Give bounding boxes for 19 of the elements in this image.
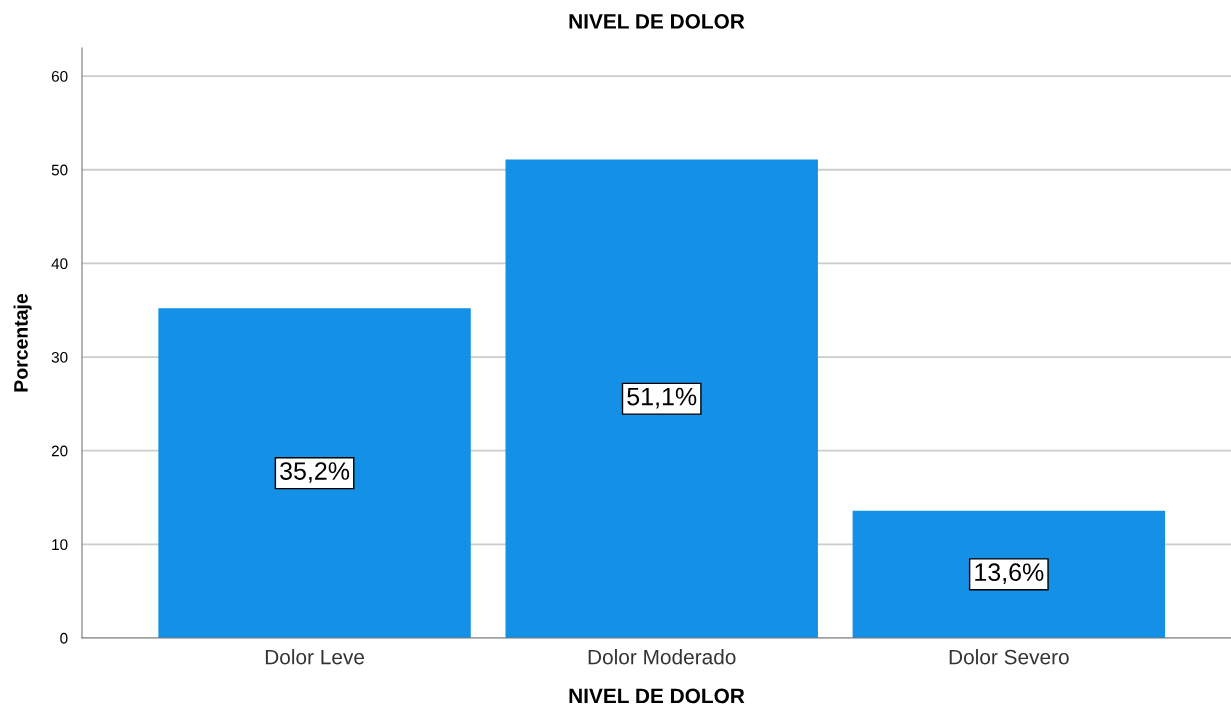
y-axis-title: Porcentaje (13, 293, 32, 392)
x-axis-title: NIVEL DE DOLOR (569, 688, 745, 704)
y-tick-label: 40 (51, 258, 68, 270)
x-tick-label: Dolor Moderado (588, 649, 736, 665)
data-label: 35,2% (280, 462, 350, 483)
y-tick-label: 50 (51, 164, 68, 176)
y-tick-label: 60 (51, 70, 68, 82)
data-label: 51,1% (627, 387, 697, 409)
y-tick-label: 20 (51, 445, 68, 457)
bar (158, 308, 471, 638)
bar (852, 510, 1166, 638)
y-tick-label: 30 (51, 351, 68, 363)
y-tick-label: 0 (60, 632, 68, 644)
bar (505, 159, 818, 638)
x-tick-label: Dolor Severo (949, 649, 1069, 665)
data-label: 13,6% (975, 563, 1044, 584)
y-tick-label: 10 (52, 539, 68, 551)
x-tick-label: Dolor Leve (265, 649, 365, 665)
chart-title: NIVEL DE DOLOR (569, 14, 745, 29)
